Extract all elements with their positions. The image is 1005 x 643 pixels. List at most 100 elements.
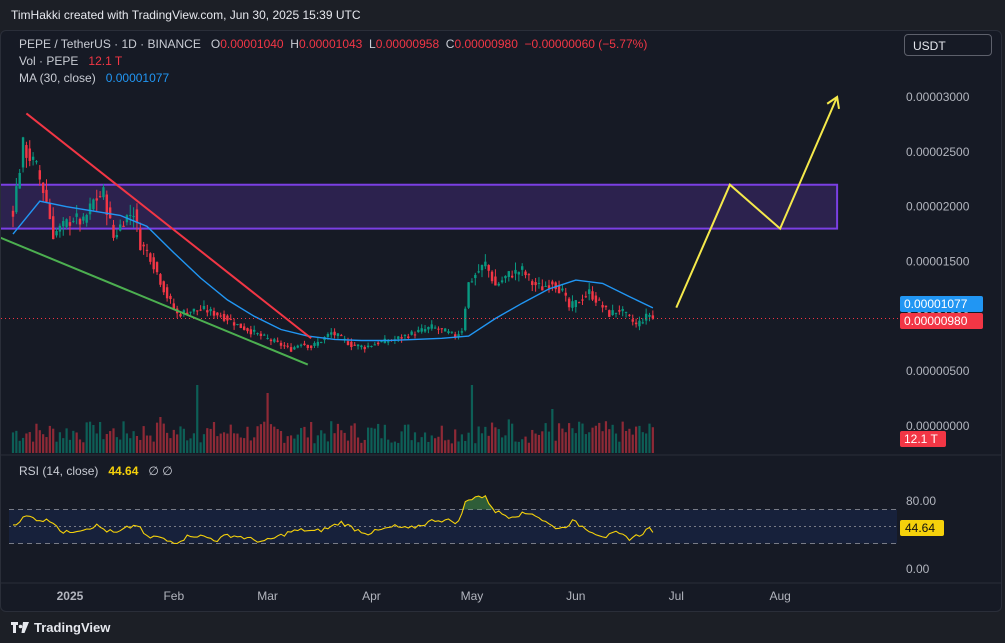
candle-body — [443, 328, 447, 332]
close-value: 0.00000980 — [454, 37, 518, 51]
candle-body — [497, 283, 500, 286]
candle-body — [534, 282, 537, 286]
volume-bar — [501, 437, 504, 453]
candle-body — [521, 266, 524, 270]
candle-body — [567, 298, 571, 308]
candle-body — [537, 282, 541, 284]
volume-bar — [403, 424, 407, 453]
volume-bar — [360, 442, 363, 453]
volume-bar — [75, 432, 78, 453]
tradingview-logo-icon — [11, 621, 29, 633]
candle-body — [296, 345, 299, 348]
volume-bar — [289, 435, 293, 453]
candle-body — [480, 265, 484, 271]
volume-bar — [484, 426, 487, 453]
candle-body — [594, 295, 598, 303]
volume-bar — [447, 439, 450, 453]
candle-body — [330, 332, 333, 335]
volume-bar — [182, 428, 185, 453]
volume-bar — [42, 434, 45, 453]
volume-bar — [568, 423, 571, 453]
volume-bar — [109, 431, 112, 453]
candle-body — [209, 309, 212, 312]
candle-body — [92, 199, 95, 210]
candle-body — [65, 219, 68, 227]
tradingview-logo-text: TradingView — [34, 620, 111, 635]
volume-bar — [363, 439, 366, 453]
candle-body — [413, 334, 417, 336]
volume-bar — [85, 422, 88, 453]
volume-bar — [574, 433, 577, 453]
volume-bar — [18, 440, 21, 453]
volume-bar — [155, 422, 159, 453]
candle-body — [31, 156, 35, 160]
volume-bar — [393, 441, 396, 453]
candle-body — [350, 341, 353, 348]
volume-bar — [390, 442, 393, 453]
volume-bar — [437, 436, 440, 453]
volume-bar — [65, 428, 68, 453]
chart-frame[interactable]: 0.00003000 0.00002500 0.00002000 0.00001500… — [0, 30, 1002, 612]
volume-bar — [454, 429, 457, 453]
volume-legend: Vol · PEPE 12.1 T — [19, 54, 122, 68]
candle-body — [41, 182, 45, 194]
volume-bar — [450, 443, 453, 453]
volume-bar — [420, 437, 423, 453]
candle-body — [21, 137, 25, 168]
volume-bar — [588, 432, 591, 453]
candle-body — [239, 323, 242, 328]
volume-bar — [236, 433, 239, 453]
rsi-legend: RSI (14, close) 44.64 ∅ ∅ — [19, 464, 173, 478]
support-line — [1, 236, 309, 366]
volume-bar — [608, 429, 611, 453]
chart-canvas[interactable]: 0.00003000 0.00002500 0.00002000 0.00001500… — [1, 31, 1001, 611]
candle-body — [494, 276, 497, 286]
volume-bar — [38, 430, 41, 453]
volume-bar — [135, 435, 139, 453]
volume-bar — [638, 425, 641, 453]
volume-bar — [537, 434, 541, 453]
volume-bar — [162, 423, 165, 453]
candle-body — [387, 341, 390, 343]
volume-bar — [397, 442, 400, 453]
candle-body — [75, 213, 78, 217]
volume-bar — [350, 425, 353, 453]
candle-body — [447, 331, 450, 334]
volume-bar — [219, 433, 222, 453]
volume-bar — [222, 432, 226, 453]
candle-body — [333, 331, 336, 336]
candle-body — [641, 322, 644, 324]
candle-body — [507, 271, 510, 277]
candle-body — [316, 341, 320, 346]
candle-body — [256, 333, 259, 335]
volume-bar — [645, 433, 648, 453]
candle-body — [417, 329, 420, 333]
volume-bar — [95, 433, 98, 453]
candle-body — [561, 288, 564, 291]
volume-bar — [336, 423, 340, 453]
volume-bar — [169, 438, 172, 453]
candle-body — [269, 339, 273, 342]
volume-bar — [601, 431, 604, 453]
rsi-hidden-icons[interactable]: ∅ ∅ — [148, 464, 173, 478]
low-value: 0.00000958 — [375, 37, 440, 51]
volume-bar — [243, 438, 246, 453]
tradingview-logo[interactable]: TradingView — [11, 620, 110, 635]
currency-button[interactable]: USDT — [904, 34, 992, 56]
candle-body — [122, 225, 125, 228]
candle-body — [11, 210, 15, 217]
volume-bar — [641, 432, 644, 453]
candle-body — [457, 334, 460, 338]
candle-body — [410, 331, 413, 335]
volume-bar — [276, 429, 279, 453]
candle-body — [618, 310, 621, 312]
candle-body — [202, 305, 206, 309]
volume-bar — [189, 438, 192, 453]
candle-body — [644, 313, 648, 321]
volume-bar — [380, 438, 383, 453]
candle-body — [581, 299, 584, 301]
candle-body — [370, 346, 373, 348]
candle-body — [165, 287, 169, 299]
volume-bar — [333, 433, 336, 453]
volume-bar — [263, 421, 266, 453]
